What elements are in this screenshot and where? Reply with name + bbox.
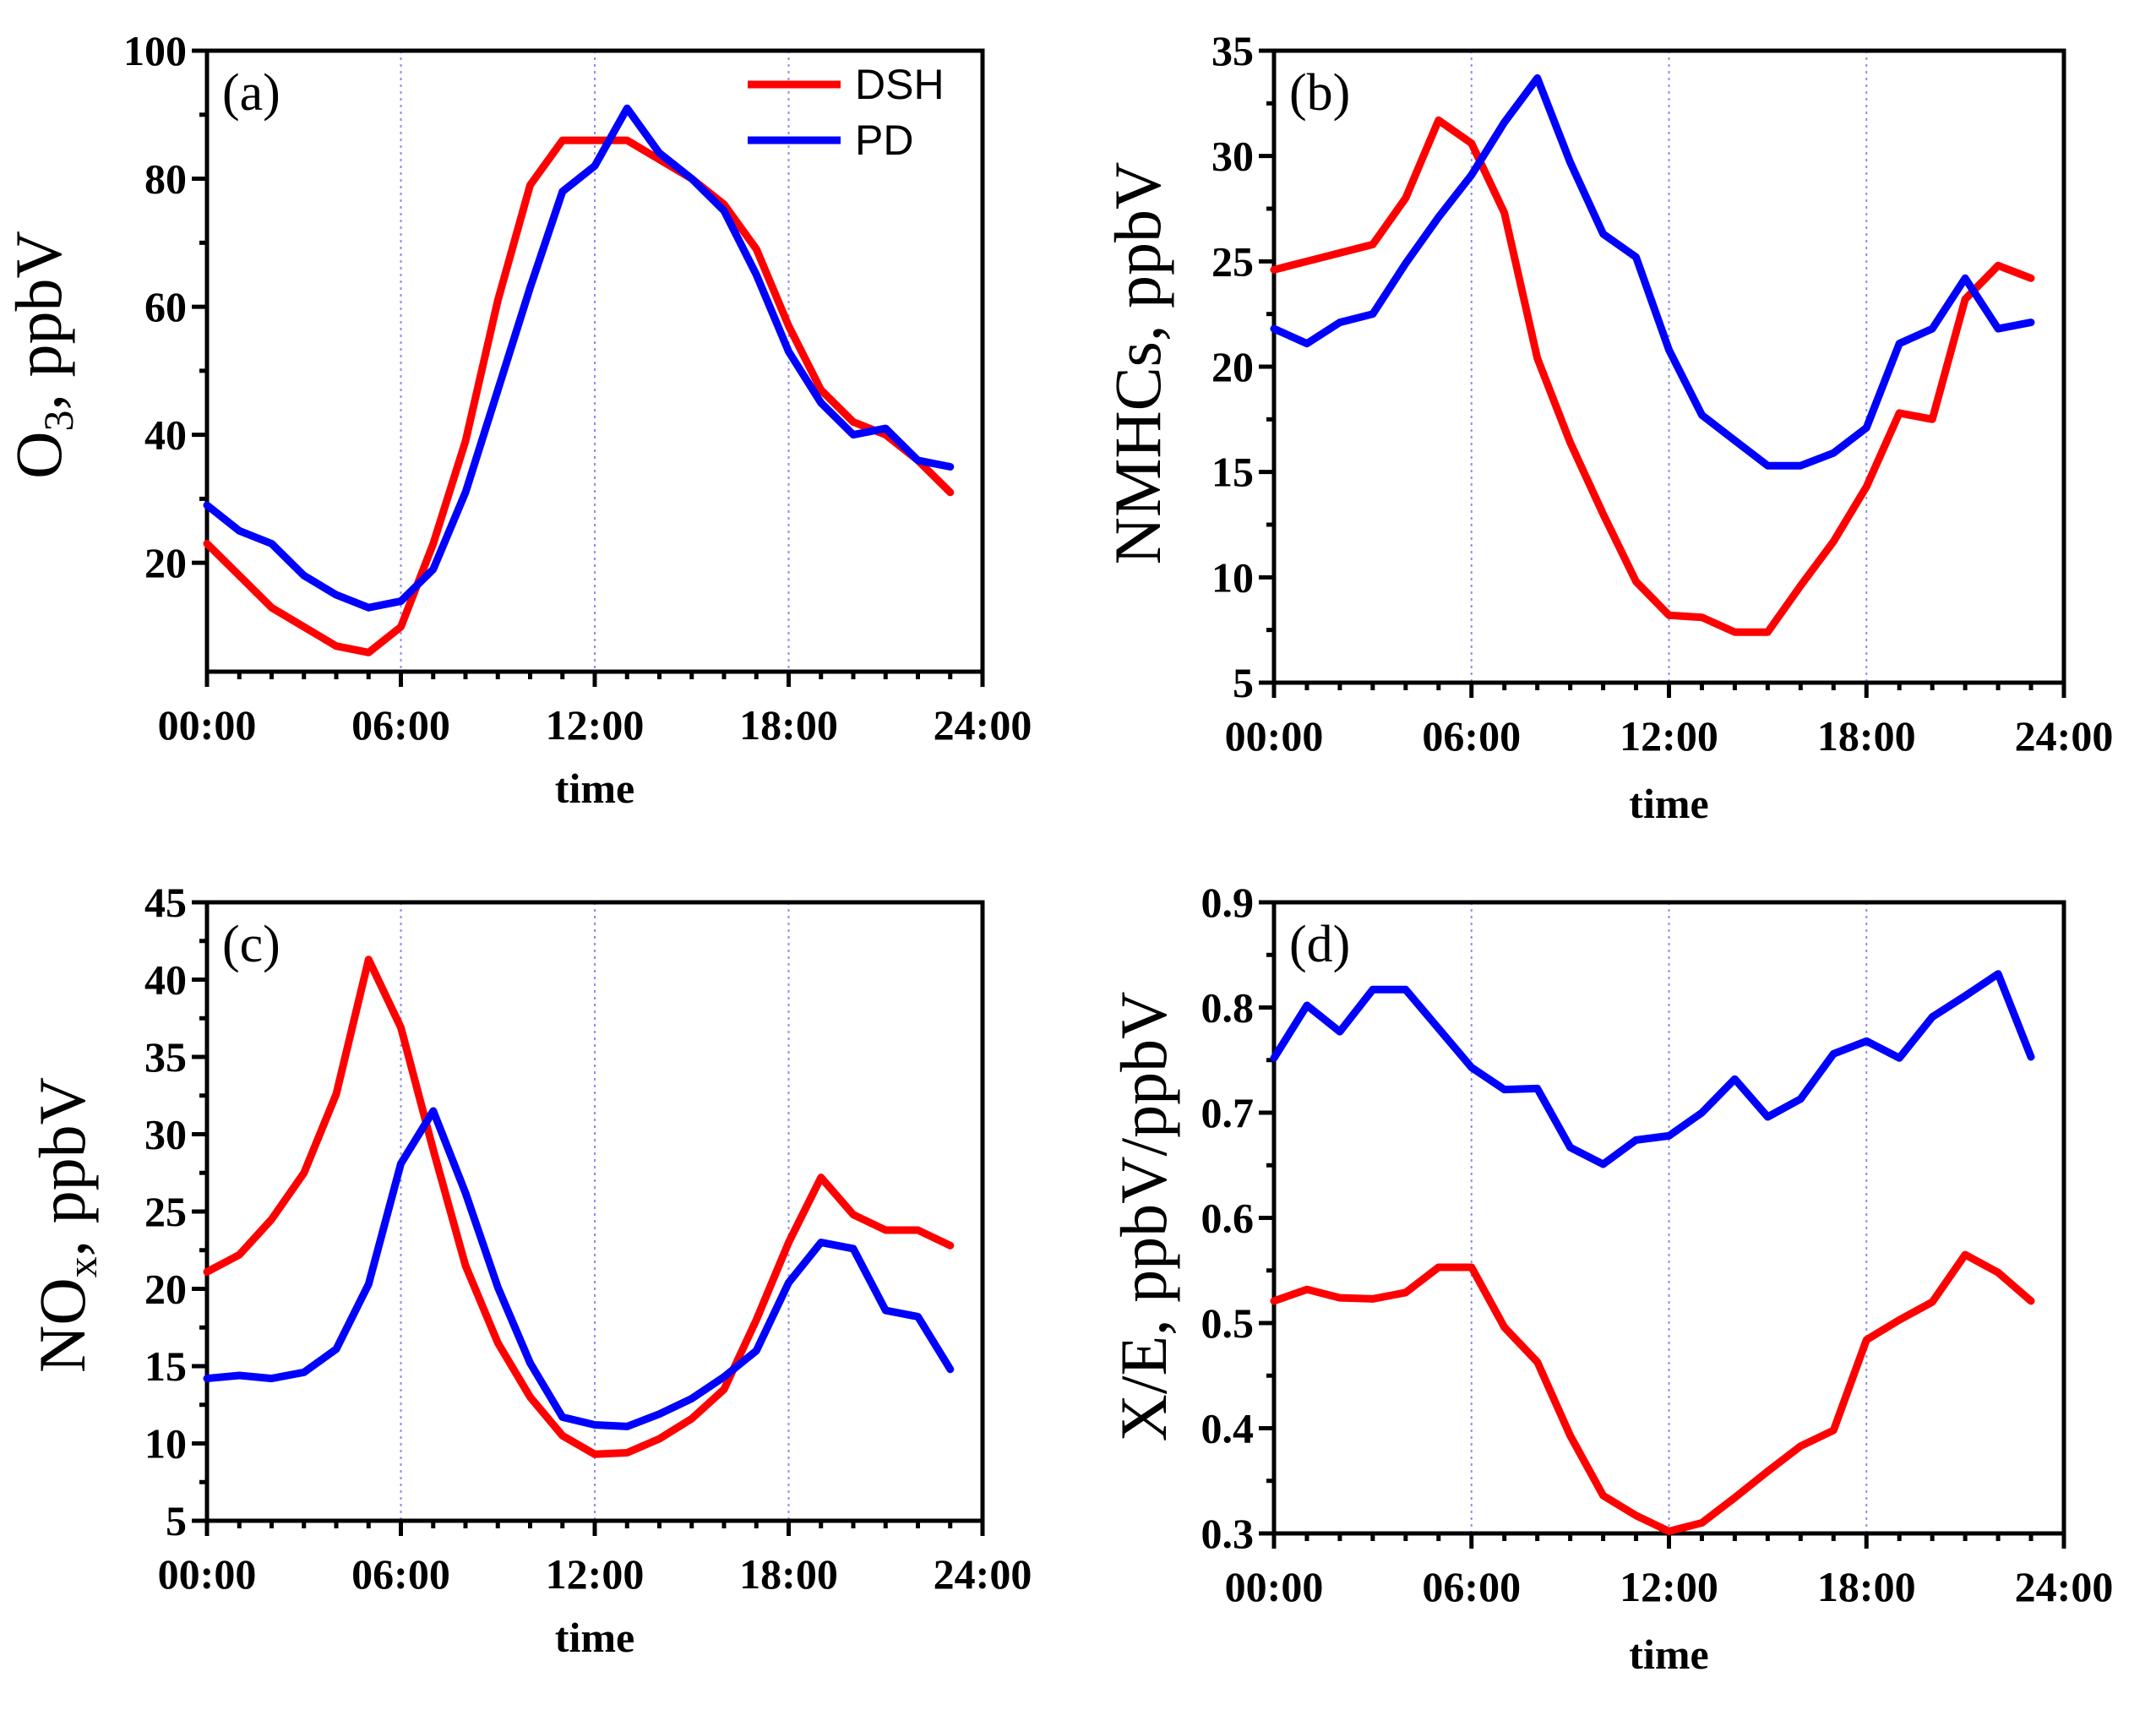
series-line-pd	[1270, 74, 2035, 470]
y-tick-label: 25	[144, 1188, 187, 1235]
y-axis-label-subscript: x	[58, 1256, 106, 1277]
y-tick-label: 15	[144, 1342, 187, 1390]
y-axis-label-main: NO	[25, 1277, 99, 1373]
series-line-pd	[203, 1107, 955, 1430]
panel-label: (d)	[1289, 916, 1350, 973]
y-tick-label: 10	[144, 1420, 187, 1468]
legend-label-dsh: DSH	[855, 61, 945, 108]
y-tick-label: 20	[1211, 343, 1254, 390]
x-axis-label: time	[1629, 1631, 1708, 1678]
y-tick-label: 0.7	[1201, 1089, 1255, 1136]
series-line-dsh	[203, 136, 955, 656]
x-tick-label: 06:00	[1422, 1563, 1521, 1610]
panel-d: 00:00 06:00 12:00 18:00 24:00 0.3 0.4 0.5 0.6 0.7…	[1107, 879, 2113, 1678]
y-tick-label: 20	[144, 539, 187, 586]
series-line-dsh	[1270, 116, 2035, 636]
x-tick-label: 18:00	[739, 1550, 838, 1598]
y-tick-label: 100	[123, 27, 187, 74]
y-axis-label-subscript: 3	[35, 411, 82, 432]
x-tick-label: 12:00	[546, 701, 645, 749]
x-tick-label: 00:00	[1225, 712, 1324, 760]
x-axis-label: time	[555, 765, 634, 812]
legend-label-pd: PD	[855, 117, 913, 164]
series-line-dsh	[203, 956, 955, 1458]
y-axis-label: O3, ppbV	[2, 231, 82, 479]
y-tick-label: 10	[1211, 553, 1254, 601]
y-tick-label: 35	[1211, 27, 1254, 74]
x-tick-label: 18:00	[1817, 712, 1916, 760]
x-tick-label: 24:00	[934, 701, 1032, 749]
x-tick-label: 18:00	[739, 701, 838, 749]
y-tick-label: 0.4	[1201, 1405, 1255, 1452]
x-axis-label: time	[555, 1614, 634, 1661]
panel-a: 00:00 06:00 12:00 18:00 24:00 20 40 60 80 100 time…	[2, 27, 1032, 812]
x-tick-label: 12:00	[546, 1550, 645, 1598]
y-tick-label: 40	[144, 411, 187, 459]
x-tick-label: 18:00	[1817, 1563, 1916, 1610]
x-tick-label: 12:00	[1620, 712, 1718, 760]
y-axis-label: NMHCs, ppbV	[1101, 162, 1174, 565]
y-tick-label: 0.6	[1201, 1195, 1255, 1242]
panel-label: (c)	[222, 916, 280, 973]
y-tick-label: 15	[1211, 449, 1254, 496]
y-tick-label: 5	[166, 1497, 187, 1544]
y-tick-label: 20	[144, 1266, 187, 1313]
x-tick-label: 24:00	[934, 1550, 1032, 1598]
x-tick-label: 06:00	[1422, 712, 1521, 760]
panel-label: (b)	[1289, 64, 1350, 122]
y-tick-label: 30	[1211, 133, 1254, 180]
y-tick-label: 0.5	[1201, 1299, 1255, 1347]
x-axis-label: time	[1629, 780, 1708, 827]
panel-label: (a)	[222, 64, 280, 122]
legend: DSH PD	[748, 61, 945, 164]
x-tick-label: 00:00	[158, 701, 257, 749]
panel-b: 00:00 06:00 12:00 18:00 24:00 5 10 15 20 25 30 35 ti…	[1101, 27, 2113, 827]
x-tick-label: 24:00	[2015, 712, 2114, 760]
y-tick-label: 60	[144, 283, 187, 330]
x-tick-label: 06:00	[351, 701, 450, 749]
y-tick-label: 35	[144, 1033, 187, 1081]
y-axis-label: X/E, ppbV/ppbV	[1107, 992, 1180, 1442]
x-tick-label: 00:00	[1225, 1563, 1324, 1610]
y-axis-label: NOx, ppbV	[25, 1077, 106, 1373]
series-line-dsh	[1270, 1250, 2035, 1535]
y-tick-label: 0.8	[1201, 984, 1255, 1032]
y-axis-label-main: O	[2, 432, 75, 479]
y-tick-label: 45	[144, 879, 187, 926]
y-tick-label: 0.3	[1201, 1510, 1255, 1557]
y-axis-label-main: NMHCs, ppbV	[1101, 162, 1174, 565]
y-tick-label: 0.9	[1201, 879, 1255, 926]
x-tick-label: 00:00	[158, 1550, 257, 1598]
x-tick-label: 12:00	[1620, 1563, 1718, 1610]
y-tick-label: 40	[144, 956, 187, 1004]
x-tick-label: 06:00	[351, 1550, 450, 1598]
series-line-pd	[203, 104, 955, 612]
series-line-pd	[1270, 970, 2035, 1168]
y-axis-label-rest: , ppbV	[2, 231, 75, 410]
y-tick-label: 25	[1211, 237, 1254, 285]
panel-c: 00:00 06:00 12:00 18:00 24:00 5 10 15 20 25 30 35 40…	[25, 879, 1032, 1661]
y-axis-label-main: X/E, ppbV/ppbV	[1107, 992, 1180, 1442]
x-tick-label: 24:00	[2015, 1563, 2114, 1610]
y-tick-label: 80	[144, 155, 187, 203]
y-tick-label: 5	[1233, 659, 1254, 706]
y-tick-label: 30	[144, 1111, 187, 1158]
y-axis-label-rest: , ppbV	[25, 1077, 99, 1256]
